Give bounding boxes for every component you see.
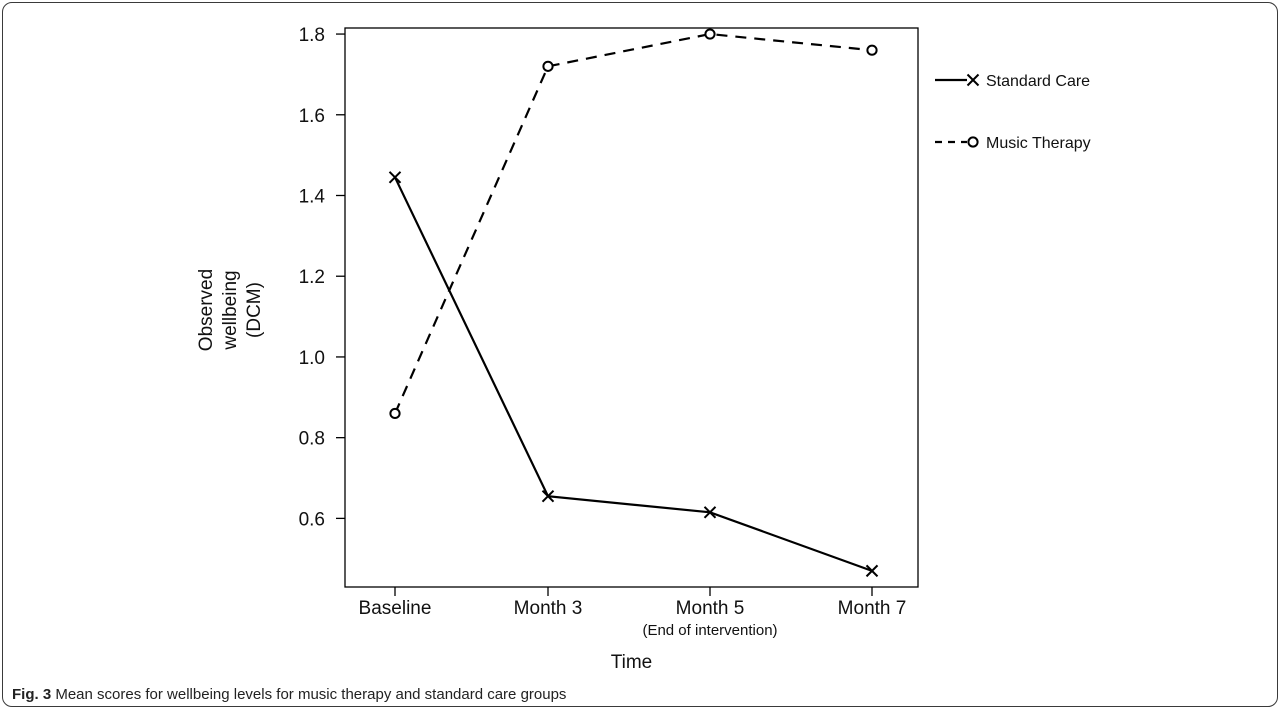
standard-care-point bbox=[388, 171, 402, 184]
y-tick-label: 1.0 bbox=[299, 348, 325, 369]
standard-care-point bbox=[541, 489, 555, 503]
music-therapy-point bbox=[542, 60, 554, 72]
x-tick-label: Month 7 bbox=[838, 598, 907, 619]
x-tick-label: Month 3 bbox=[514, 598, 583, 619]
x-axis-title: Time bbox=[611, 652, 653, 673]
music-therapy-point bbox=[389, 407, 401, 420]
x-tick-sublabel: (End of intervention) bbox=[642, 622, 777, 639]
legend-music-therapy-label: Music Therapy bbox=[986, 135, 1091, 152]
y-tick-label: 0.8 bbox=[299, 429, 325, 450]
y-axis-title-line: Observed bbox=[196, 269, 217, 351]
music-therapy-line bbox=[393, 32, 873, 414]
y-axis-title-line: wellbeing bbox=[220, 270, 241, 350]
y-tick-label: 1.2 bbox=[299, 267, 325, 288]
y-tick-label: 1.8 bbox=[299, 25, 325, 46]
y-axis-title-line: (DCM) bbox=[244, 282, 265, 338]
y-tick-label: 1.4 bbox=[299, 186, 326, 207]
legend-standard-care-marker bbox=[966, 73, 980, 87]
y-tick-label: 0.6 bbox=[299, 509, 325, 530]
standard-care-point bbox=[703, 506, 717, 519]
figure-label: Fig. 3 bbox=[12, 686, 52, 703]
caption-text: Mean scores for wellbeing levels for mus… bbox=[51, 686, 567, 703]
y-tick-label: 1.6 bbox=[299, 106, 325, 127]
x-tick-label: Baseline bbox=[359, 598, 432, 619]
legend-music-therapy-marker bbox=[967, 136, 979, 148]
standard-care-point bbox=[865, 564, 879, 578]
figure-caption: Fig. 3 Mean scores for wellbeing levels … bbox=[12, 686, 566, 703]
standard-care-line bbox=[394, 176, 873, 572]
legend-standard-care-label: Standard Care bbox=[986, 73, 1090, 90]
music-therapy-point bbox=[866, 44, 878, 56]
music-therapy-point bbox=[704, 28, 716, 40]
x-tick-label: Month 5 bbox=[676, 598, 745, 619]
plot-area bbox=[344, 27, 919, 588]
